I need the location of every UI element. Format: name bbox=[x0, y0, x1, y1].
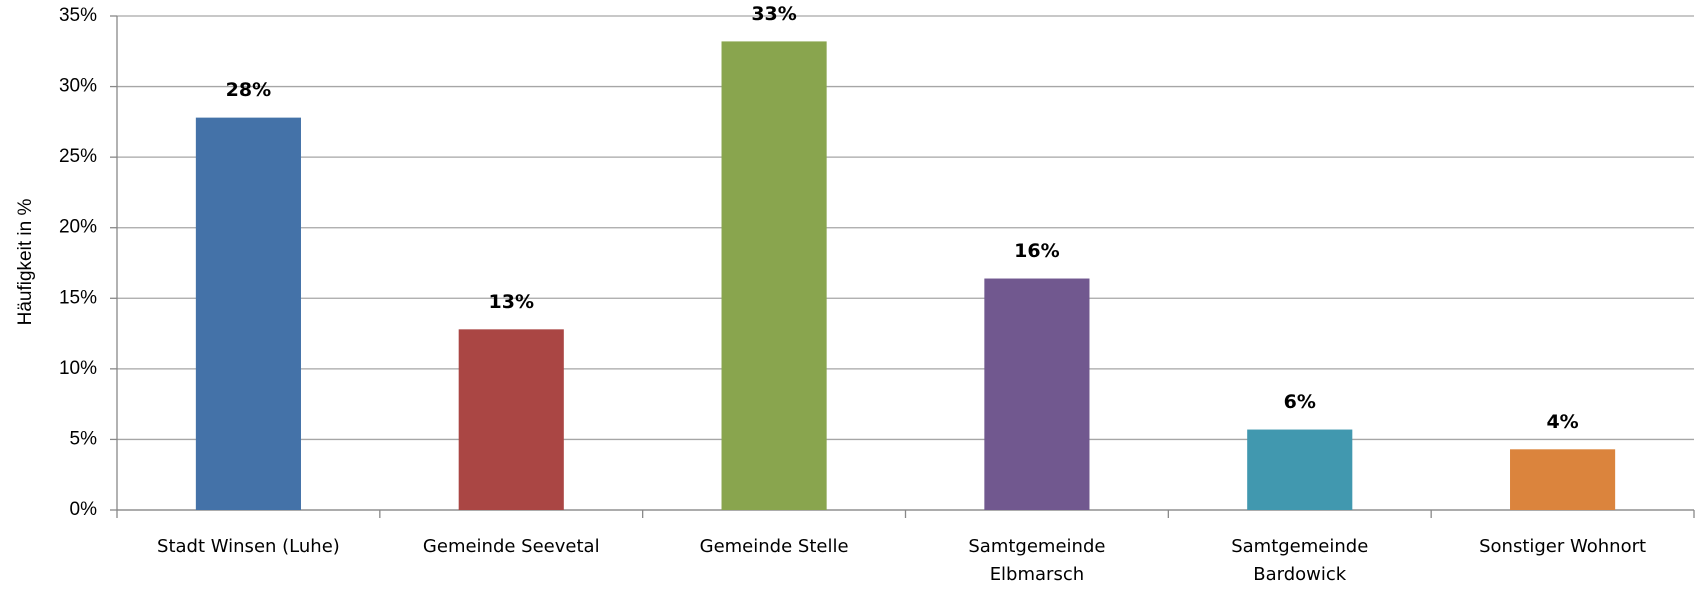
y-tick-label: 25% bbox=[59, 146, 97, 167]
x-tick-label: Stadt Winsen (Luhe) bbox=[157, 536, 340, 557]
y-tick-label: 15% bbox=[59, 287, 97, 308]
x-tick-label: Samtgemeinde Bardowick bbox=[1231, 536, 1368, 585]
data-label: 4% bbox=[1546, 411, 1578, 433]
data-label: 6% bbox=[1284, 391, 1316, 413]
bar bbox=[195, 117, 301, 510]
y-tick-label: 20% bbox=[59, 217, 97, 238]
y-tick-label: 35% bbox=[59, 5, 97, 26]
bar bbox=[458, 329, 564, 510]
data-label: 28% bbox=[226, 79, 271, 101]
x-tick-label: Gemeinde Seevetal bbox=[423, 536, 600, 557]
data-label: 13% bbox=[489, 291, 534, 313]
y-axis-label: Häufigkeit in % bbox=[15, 199, 36, 326]
y-tick-label: 5% bbox=[70, 428, 98, 449]
bar bbox=[721, 41, 827, 511]
bar bbox=[984, 278, 1090, 510]
x-tick-label: Sonstiger Wohnort bbox=[1479, 536, 1646, 557]
y-tick-label: 10% bbox=[59, 358, 97, 379]
data-label: 33% bbox=[751, 3, 796, 25]
x-tick-label: Samtgemeinde Elbmarsch bbox=[968, 536, 1105, 585]
y-tick-label: 0% bbox=[70, 499, 98, 520]
y-tick-label: 30% bbox=[59, 76, 97, 97]
bar bbox=[1247, 429, 1353, 510]
data-label: 16% bbox=[1014, 240, 1059, 262]
bar bbox=[1510, 449, 1616, 510]
x-tick-label: Gemeinde Stelle bbox=[700, 536, 849, 557]
